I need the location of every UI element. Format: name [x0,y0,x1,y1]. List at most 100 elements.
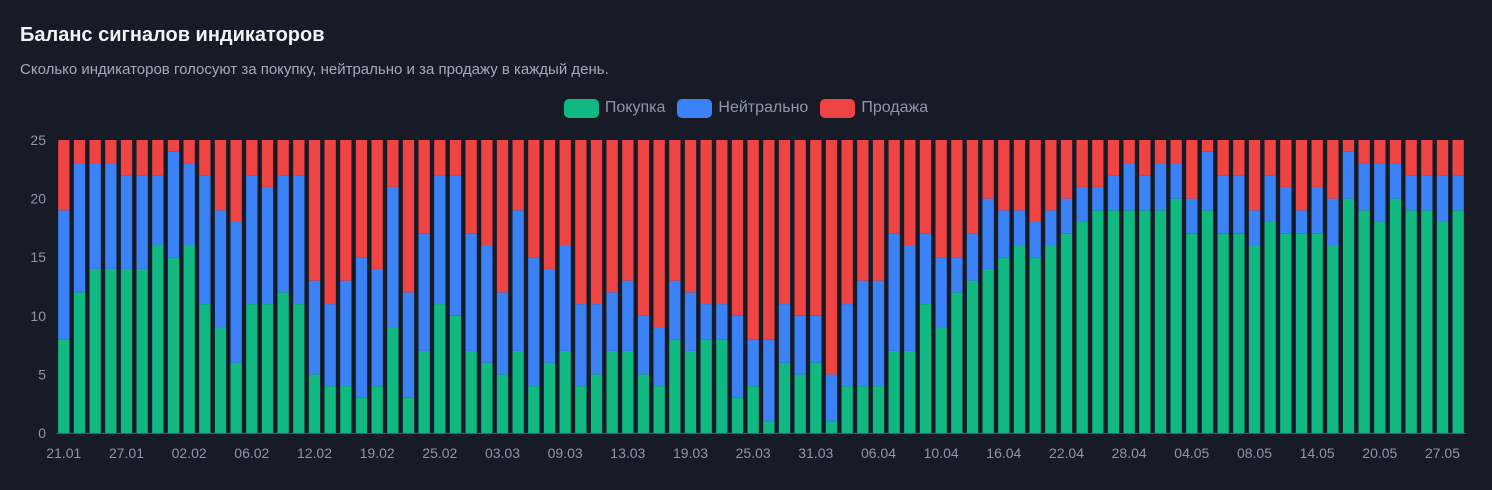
bar-sell-45[interactable] [763,140,775,340]
bar-buy-48[interactable] [810,362,822,433]
bar-buy-82[interactable] [1342,198,1355,433]
bar-buy-2[interactable] [89,268,101,433]
bar-buy-64[interactable] [1060,233,1073,433]
bar-sell-28[interactable] [496,140,509,293]
bar-neutral-44[interactable] [747,339,759,387]
bar-neutral-77[interactable] [1264,175,1276,223]
bar-sell-73[interactable] [1201,140,1214,152]
bar-neutral-42[interactable] [716,304,728,340]
bar-neutral-82[interactable] [1342,151,1355,199]
bar-neutral-2[interactable] [89,163,101,269]
bar-sell-87[interactable] [1421,140,1433,176]
bar-buy-16[interactable] [308,374,321,433]
bar-neutral-79[interactable] [1295,210,1308,234]
bar-buy-72[interactable] [1186,233,1198,433]
bar-neutral-34[interactable] [590,304,603,375]
bar-buy-88[interactable] [1436,222,1449,433]
bar-buy-62[interactable] [1029,257,1041,433]
bar-neutral-73[interactable] [1201,151,1214,211]
bar-neutral-62[interactable] [1029,222,1041,258]
bar-sell-85[interactable] [1389,140,1402,164]
bar-buy-68[interactable] [1123,210,1135,433]
bar-sell-4[interactable] [120,140,133,176]
bar-buy-34[interactable] [590,374,603,433]
legend-item-neutral[interactable]: Нейтрально [677,98,808,118]
bar-sell-1[interactable] [73,140,86,164]
bar-neutral-76[interactable] [1248,210,1261,246]
bar-sell-84[interactable] [1374,140,1386,164]
bar-neutral-70[interactable] [1154,163,1167,211]
bar-buy-20[interactable] [371,386,383,433]
bar-neutral-38[interactable] [653,327,665,387]
bar-neutral-49[interactable] [825,374,838,422]
bar-neutral-15[interactable] [293,175,305,305]
bar-sell-55[interactable] [919,140,932,234]
bar-neutral-23[interactable] [418,233,430,351]
bar-sell-71[interactable] [1170,140,1182,164]
bar-sell-62[interactable] [1029,140,1041,223]
bar-neutral-7[interactable] [167,151,180,258]
bar-sell-9[interactable] [199,140,211,176]
bar-neutral-27[interactable] [481,245,493,363]
bar-buy-83[interactable] [1358,210,1370,433]
bar-sell-67[interactable] [1107,140,1120,176]
bar-sell-25[interactable] [449,140,462,176]
bar-buy-74[interactable] [1217,233,1229,433]
bar-sell-50[interactable] [841,140,853,305]
bar-buy-76[interactable] [1248,245,1261,433]
bar-buy-67[interactable] [1107,210,1120,433]
bar-buy-52[interactable] [872,386,885,433]
bar-buy-79[interactable] [1295,233,1308,433]
bar-buy-80[interactable] [1311,233,1323,433]
bar-sell-24[interactable] [434,140,446,176]
bar-neutral-89[interactable] [1452,175,1464,211]
bar-neutral-50[interactable] [841,304,853,387]
bar-buy-7[interactable] [167,257,180,433]
bar-neutral-59[interactable] [982,198,994,269]
bar-sell-53[interactable] [888,140,900,234]
bar-sell-21[interactable] [387,140,399,187]
bar-buy-49[interactable] [825,421,838,433]
bar-neutral-48[interactable] [810,315,822,363]
bar-buy-4[interactable] [120,268,133,433]
bar-neutral-36[interactable] [622,280,634,351]
bar-buy-71[interactable] [1170,198,1182,433]
bar-buy-38[interactable] [653,386,665,433]
bar-sell-61[interactable] [1013,140,1026,211]
bar-neutral-17[interactable] [324,304,336,387]
bar-sell-29[interactable] [512,140,524,211]
bar-buy-77[interactable] [1264,222,1276,433]
bar-neutral-69[interactable] [1139,175,1151,211]
bar-neutral-9[interactable] [199,175,211,305]
bar-buy-50[interactable] [841,386,853,433]
bar-neutral-78[interactable] [1280,186,1292,234]
bar-buy-33[interactable] [575,386,587,433]
bar-buy-14[interactable] [277,292,289,433]
bar-sell-46[interactable] [778,140,791,305]
bar-neutral-52[interactable] [872,280,885,387]
bar-sell-54[interactable] [904,140,916,246]
bar-neutral-86[interactable] [1405,175,1417,211]
bar-sell-66[interactable] [1092,140,1104,187]
bar-sell-5[interactable] [136,140,148,176]
bar-buy-61[interactable] [1013,245,1026,433]
bar-buy-56[interactable] [935,327,947,433]
bar-buy-0[interactable] [58,339,70,433]
bar-buy-60[interactable] [998,257,1010,433]
bar-buy-40[interactable] [684,350,697,433]
bar-neutral-14[interactable] [277,175,289,293]
bar-buy-51[interactable] [857,386,869,433]
bar-buy-45[interactable] [763,421,775,433]
bar-buy-17[interactable] [324,386,336,433]
bar-sell-23[interactable] [418,140,430,234]
bar-buy-39[interactable] [669,339,681,433]
bar-buy-15[interactable] [293,304,305,433]
bar-sell-81[interactable] [1327,140,1339,199]
bar-sell-80[interactable] [1311,140,1323,187]
bar-buy-84[interactable] [1374,222,1386,433]
bar-neutral-12[interactable] [246,175,258,305]
bar-sell-14[interactable] [277,140,289,176]
bar-neutral-40[interactable] [684,292,697,351]
bar-neutral-56[interactable] [935,257,947,328]
bar-neutral-85[interactable] [1389,163,1402,199]
